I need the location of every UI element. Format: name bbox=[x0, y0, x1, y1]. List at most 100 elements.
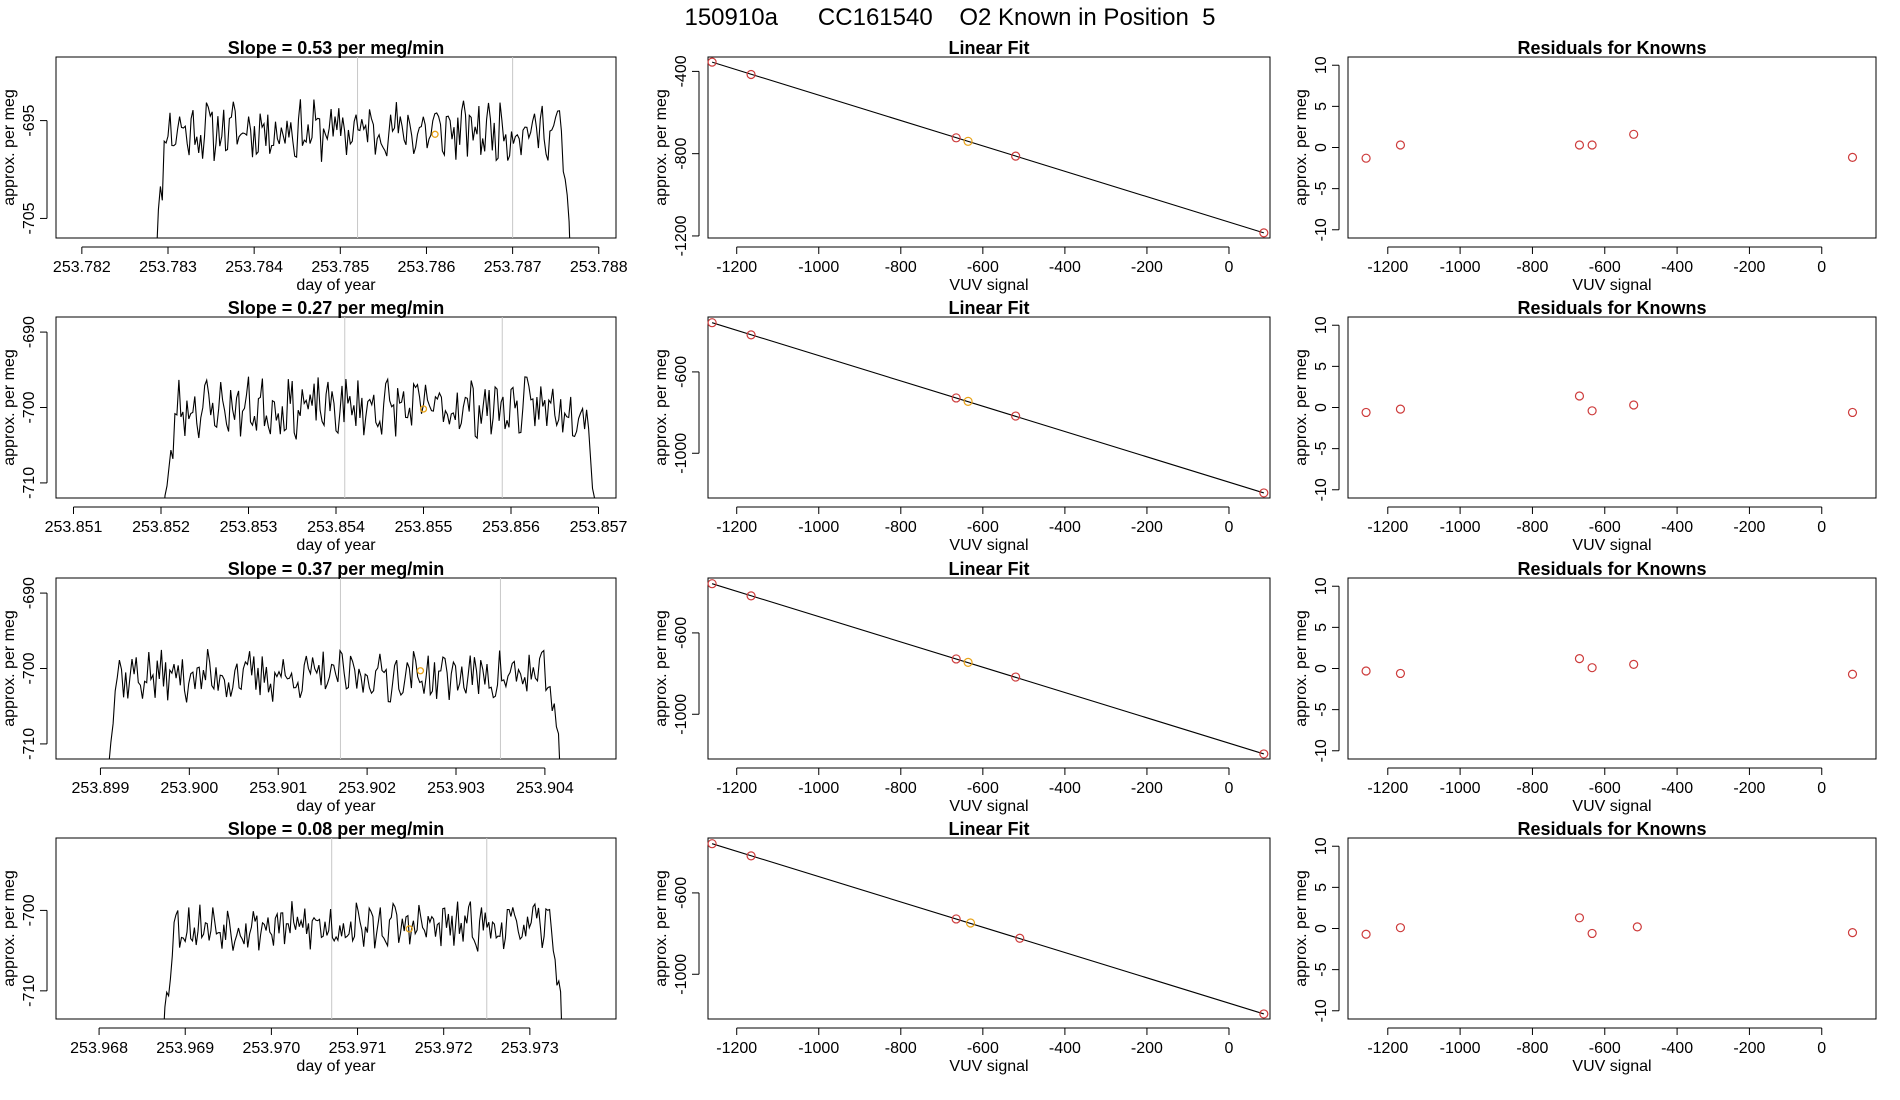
resid-row2-residual-point bbox=[1629, 400, 1639, 410]
resid-row1-frame bbox=[1347, 56, 1877, 239]
fit-row2-known-point bbox=[1011, 411, 1021, 421]
resid-row1-x-tick-label: -400 bbox=[1661, 259, 1693, 276]
resid-row3-residual-point bbox=[1395, 668, 1406, 679]
ts-row3-y-tick-label: -710 bbox=[21, 728, 38, 760]
resid-row3-x-axis: -1200 -1000 -800 -600 -400 -200 0 VUV signal bbox=[1367, 767, 1826, 815]
fit-row3-y-label: approx. per meg bbox=[653, 610, 670, 727]
fit-row4-known-point bbox=[707, 839, 717, 849]
ts-row1-x-tick-label: 253.785 bbox=[311, 259, 369, 276]
fit-row2-x-axis: -1200 -1000 -800 -600 -400 -200 0 VUV signal bbox=[716, 506, 1234, 554]
fit-row1-y-tick-label: -800 bbox=[673, 138, 690, 170]
resid-row2-x-tick-label: -1000 bbox=[1440, 519, 1481, 536]
resid-row1-panel: Residuals for Knowns-1200 -1000 -800 -600 -4… bbox=[1293, 38, 1877, 294]
fit-row4-x-tick-label: 0 bbox=[1225, 1040, 1234, 1057]
resid-row4-x-tick-label: -800 bbox=[1516, 1040, 1548, 1057]
fit-row3-regression-line bbox=[711, 583, 1265, 755]
ts-row3-x-tick-label: 253.903 bbox=[427, 780, 485, 797]
fit-row1-x-tick-label: -1200 bbox=[716, 259, 757, 276]
fit-row2-regression-line bbox=[711, 322, 1265, 494]
fit-row2-x-label: VUV signal bbox=[949, 537, 1028, 554]
fit-row3-x-tick-label: -400 bbox=[1049, 780, 1081, 797]
resid-row1-y-label: approx. per meg bbox=[1293, 89, 1310, 206]
fit-row2-y-label: approx. per meg bbox=[653, 349, 670, 466]
ts-row2-y-label: approx. per meg bbox=[1, 349, 18, 466]
ts-row1-frame bbox=[55, 56, 617, 239]
fit-row2-title: Linear Fit bbox=[948, 298, 1029, 318]
resid-row4-residual-point bbox=[1587, 928, 1597, 939]
ts-row1-x-tick-label: 253.782 bbox=[53, 259, 111, 276]
fit-row4-x-axis: -1200 -1000 -800 -600 -400 -200 0 VUV signal bbox=[716, 1027, 1234, 1075]
fit-row3-x-label: VUV signal bbox=[949, 798, 1028, 815]
ts-row2-x-tick-label: 253.851 bbox=[45, 519, 103, 536]
ts-row1-x-tick-label: 253.783 bbox=[139, 259, 197, 276]
resid-row2-frame bbox=[1347, 316, 1877, 499]
fit-row1-x-label: VUV signal bbox=[949, 277, 1028, 294]
fit-row2-known-point bbox=[746, 330, 756, 340]
fit-row3-x-tick-label: -600 bbox=[967, 780, 999, 797]
resid-row2-panel: Residuals for Knowns-1200 -1000 -800 -600 -4… bbox=[1293, 298, 1877, 554]
fit-row1-title: Linear Fit bbox=[948, 38, 1029, 58]
resid-row3-y-tick-label: 5 bbox=[1313, 623, 1330, 632]
resid-row1-y-tick-label: 5 bbox=[1313, 102, 1330, 111]
resid-row1-x-tick-label: -200 bbox=[1733, 259, 1765, 276]
ts-row1-x-tick-label: 253.788 bbox=[570, 259, 628, 276]
fit-row4-title: Linear Fit bbox=[948, 819, 1029, 839]
fit-row3-x-tick-label: 0 bbox=[1225, 780, 1234, 797]
ts-row2-y-tick-label: -700 bbox=[21, 391, 38, 423]
fit-row1-known-point bbox=[951, 133, 961, 143]
ts-row4-x-tick-label: 253.973 bbox=[501, 1040, 559, 1057]
fit-row3-x-axis: -1200 -1000 -800 -600 -400 -200 0 VUV signal bbox=[716, 767, 1234, 815]
fit-row1-y-label: approx. per meg bbox=[653, 89, 670, 206]
fit-row3-frame bbox=[707, 577, 1271, 760]
resid-row2-x-axis: -1200 -1000 -800 -600 -400 -200 0 VUV signal bbox=[1367, 506, 1826, 554]
resid-row4-panel: Residuals for Knowns-1200 -1000 -800 -600 -4… bbox=[1293, 819, 1877, 1075]
resid-row4-y-label: approx. per meg bbox=[1293, 870, 1310, 987]
resid-row3-x-tick-label: -200 bbox=[1733, 780, 1765, 797]
resid-row2-y-tick-label: -5 bbox=[1313, 441, 1330, 455]
fit-row3-x-tick-label: -1000 bbox=[798, 780, 839, 797]
ts-row1-title: Slope = 0.53 per meg/min bbox=[228, 38, 445, 58]
resid-row4-residual-point bbox=[1574, 913, 1585, 923]
resid-row2-title: Residuals for Knowns bbox=[1517, 298, 1706, 318]
resid-row1-x-label: VUV signal bbox=[1572, 277, 1651, 294]
fit-row1-known-point bbox=[1011, 151, 1021, 161]
fit-row1-x-tick-label: -800 bbox=[885, 259, 917, 276]
resid-row2-x-tick-label: -1200 bbox=[1367, 519, 1408, 536]
ts-row4-y-tick-label: -700 bbox=[21, 894, 38, 926]
resid-row4-frame bbox=[1347, 837, 1877, 1020]
resid-row4-residual-point bbox=[1632, 922, 1642, 932]
resid-row1-residual-point bbox=[1574, 140, 1585, 150]
ts-row2-y-tick-label: -690 bbox=[21, 316, 38, 348]
ts-row4-x-label: day of year bbox=[296, 1058, 376, 1075]
ts-row1-y-tick-label: -705 bbox=[21, 202, 38, 234]
ts-row3-y-tick-label: -690 bbox=[21, 577, 38, 609]
ts-row4-x-tick-label: 253.968 bbox=[70, 1040, 128, 1057]
resid-row3-x-label: VUV signal bbox=[1572, 798, 1651, 815]
ts-row3-frame bbox=[55, 577, 617, 760]
ts-row3-x-tick-label: 253.904 bbox=[516, 780, 574, 797]
ts-row2-x-axis: 253.851 253.852 253.853 253.854 253.855 253.8… bbox=[45, 506, 628, 554]
resid-row1-y-tick-label: 10 bbox=[1313, 56, 1330, 74]
resid-row2-y-tick-label: -10 bbox=[1313, 478, 1330, 501]
fit-row3-x-tick-label: -200 bbox=[1131, 780, 1163, 797]
fit-row3-x-tick-label: -800 bbox=[885, 780, 917, 797]
resid-row3-x-tick-label: -800 bbox=[1516, 780, 1548, 797]
fit-row4-x-tick-label: -1200 bbox=[716, 1040, 757, 1057]
resid-row4-title: Residuals for Knowns bbox=[1517, 819, 1706, 839]
ts-row1-sample-point bbox=[431, 130, 439, 138]
page-title: 150910a CC161540 O2 Known in Position 5 bbox=[684, 4, 1216, 31]
fit-row1-x-axis: -1200 -1000 -800 -600 -400 -200 0 VUV signal bbox=[716, 246, 1234, 294]
ts-row1-x-tick-label: 253.787 bbox=[484, 259, 542, 276]
resid-row2-x-tick-label: -200 bbox=[1733, 519, 1765, 536]
resid-row2-y-label: approx. per meg bbox=[1293, 349, 1310, 466]
fit-row4-x-tick-label: -1000 bbox=[798, 1040, 839, 1057]
resid-row4-residual-point bbox=[1395, 923, 1406, 933]
ts-row1-x-axis: 253.782 253.783 253.784 253.785 253.786 253.7… bbox=[53, 246, 628, 294]
